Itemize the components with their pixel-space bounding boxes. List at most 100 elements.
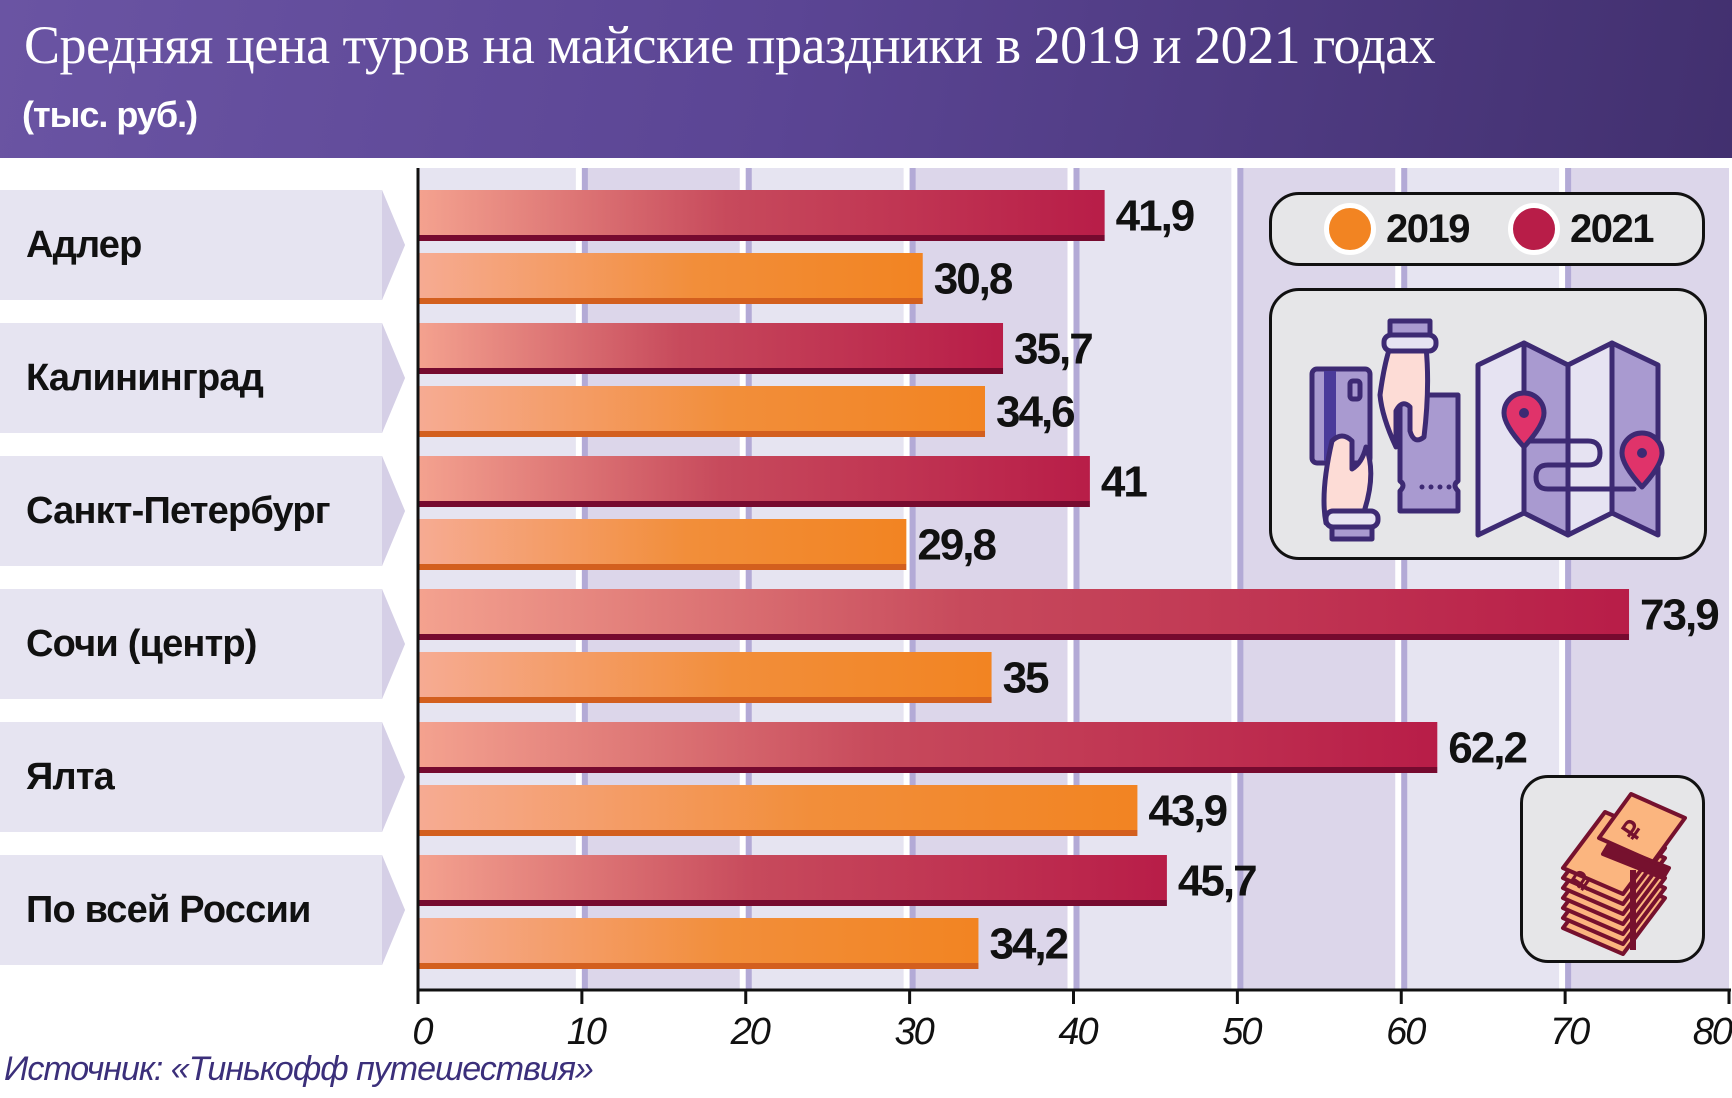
- bar-2021: [418, 855, 1167, 900]
- bar-2019: [418, 918, 979, 963]
- value-label: 43,9: [1148, 787, 1226, 836]
- x-tick-label: 40: [1058, 1011, 1098, 1053]
- gridline: [1565, 168, 1572, 990]
- category-label-box: Калининград: [0, 323, 405, 433]
- label-arrow-shape: [0, 589, 405, 699]
- x-axis: 0 10 20 30 40 50 60 70 80: [412, 168, 1732, 1053]
- bars: [418, 190, 1630, 969]
- x-tick-label: 50: [1222, 1011, 1262, 1053]
- bar-edge-2021: [418, 368, 1004, 374]
- category-label-box: Сочи (центр): [0, 589, 405, 699]
- header-banner: Средняя цена туров на майские праздники …: [0, 0, 1732, 158]
- bar-2019: [418, 519, 907, 564]
- value-label: 34,6: [996, 388, 1074, 437]
- gridlines: [575, 168, 1572, 990]
- map-route-icon: [1475, 340, 1665, 538]
- category-label-box: Санкт-Петербург: [0, 456, 405, 566]
- category-label-box: Адлер: [0, 190, 405, 300]
- bar-2021: [418, 722, 1438, 767]
- gridline-highlight: [739, 168, 746, 990]
- legend-label-2021: 2021: [1570, 206, 1654, 251]
- source-note: Источник: «Тинькофф путешествия»: [4, 1050, 594, 1088]
- value-label: 34,2: [989, 920, 1067, 969]
- background-bands: [418, 168, 1729, 990]
- background-band: [909, 168, 1074, 990]
- legend-item-2021: 2021: [1508, 195, 1654, 263]
- category-label: Калининград: [26, 357, 264, 399]
- bar-edge-2019: [418, 564, 907, 570]
- bar-2021: [418, 456, 1090, 501]
- x-tick-label: 70: [1550, 1011, 1590, 1053]
- category-label: Адлер: [26, 224, 142, 266]
- category-label: По всей России: [26, 889, 311, 931]
- bar-edge-2019: [418, 697, 992, 703]
- value-label: 35: [1003, 654, 1049, 703]
- category-label: Сочи (центр): [26, 623, 257, 665]
- background-band: [581, 168, 746, 990]
- legend: 2019 2021: [1269, 192, 1705, 266]
- ruble-banknotes-icon: ₽ ₽: [1561, 792, 1687, 956]
- bar-2019: [418, 652, 992, 697]
- gridline-highlight: [1559, 168, 1566, 990]
- category-label-box: По всей России: [0, 855, 405, 965]
- bar-2021: [418, 190, 1105, 235]
- gridline: [1073, 168, 1080, 990]
- bar-2019: [418, 386, 986, 431]
- value-labels: 41,9 30,835,7 34,6 41 29,8 73,9 35 62,2 43,9 45,7…: [917, 192, 1720, 969]
- label-arrow-shape: [0, 456, 405, 566]
- chart-subtitle: (тыс. руб.): [22, 94, 198, 135]
- gridline: [745, 168, 752, 990]
- bar-edge-2021: [418, 767, 1438, 773]
- legend-label-2019: 2019: [1386, 206, 1470, 251]
- bar-edge-2019: [418, 830, 1138, 836]
- legend-item-2019: 2019: [1324, 195, 1470, 263]
- category-label-box: Ялта: [0, 722, 405, 832]
- background-band: [418, 168, 582, 990]
- value-label: 62,2: [1448, 724, 1526, 773]
- chart-title: Средняя цена туров на майские праздники …: [24, 15, 1436, 75]
- legend-dot-2021: [1508, 203, 1560, 255]
- x-tick-label: 30: [894, 1011, 934, 1053]
- bar-edge-2021: [418, 900, 1167, 906]
- gridline: [581, 168, 588, 990]
- x-tick-label: 60: [1386, 1011, 1426, 1053]
- category-label: Ялта: [26, 756, 115, 798]
- legend-dot-2019: [1324, 203, 1376, 255]
- value-label: 30,8: [934, 255, 1013, 304]
- bar-edge-2021: [418, 235, 1105, 241]
- background-band: [1073, 168, 1238, 990]
- gridline-highlight: [1067, 168, 1074, 990]
- gridline: [1401, 168, 1408, 990]
- x-tick-label: 10: [567, 1011, 607, 1053]
- label-arrow-shape: [0, 323, 405, 433]
- label-arrow-shape: [0, 190, 405, 300]
- label-arrow-shape: [0, 855, 405, 965]
- value-label: 73,9: [1640, 591, 1718, 640]
- value-label: 35,7: [1014, 325, 1092, 374]
- gridline-highlight: [903, 168, 910, 990]
- gridline-highlight: [1395, 168, 1402, 990]
- value-label: 29,8: [917, 521, 996, 570]
- gridline-highlight: [575, 168, 582, 990]
- bar-2021: [418, 323, 1004, 368]
- money-illustration: ₽ ₽: [1520, 775, 1705, 963]
- gridline: [909, 168, 916, 990]
- bar-2019: [418, 253, 923, 298]
- bar-2021: [418, 589, 1630, 634]
- label-arrow-shape: [0, 722, 405, 832]
- travel-illustration: [1269, 288, 1707, 560]
- bar-2019: [418, 785, 1138, 830]
- bar-edge-2019: [418, 963, 979, 969]
- background-band: [745, 168, 910, 990]
- gridline-highlight: [1231, 168, 1238, 990]
- payment-hands-icon: [1309, 318, 1461, 542]
- gridline: [1237, 168, 1244, 990]
- x-tick-label: 20: [730, 1011, 771, 1053]
- x-tick-label: 80: [1693, 1011, 1732, 1053]
- bar-edge-2021: [418, 634, 1630, 640]
- value-label: 45,7: [1178, 857, 1256, 906]
- x-tick-label: 0: [412, 1011, 433, 1053]
- bar-edge-2019: [418, 431, 986, 437]
- value-label: 41: [1101, 458, 1147, 507]
